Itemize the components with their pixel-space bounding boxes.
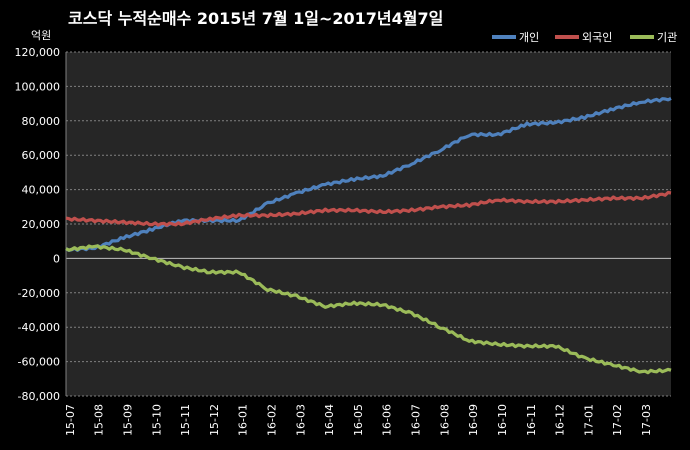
y-tick-label: 120,000 xyxy=(15,46,61,59)
y-tick-label: 100,000 xyxy=(15,80,61,93)
x-tick-label: 16-10 xyxy=(496,404,509,436)
x-tick-label: 16-02 xyxy=(266,404,279,436)
x-tick-label: 16-11 xyxy=(525,404,538,436)
legend: 개인 외국인 기관 xyxy=(492,31,677,44)
series-lines xyxy=(65,96,672,375)
x-tick-label: 16-12 xyxy=(554,404,567,436)
chart-title: 코스닥 누적순매수 2015년 7월 1일~2017년4월7일 xyxy=(68,9,443,28)
legend-label: 개인 xyxy=(519,31,539,44)
grid xyxy=(65,51,671,397)
x-tick-label: 16-08 xyxy=(438,404,451,436)
x-tick-label: 16-05 xyxy=(352,404,365,436)
x-tick-label: 16-09 xyxy=(467,404,480,436)
series-line xyxy=(65,244,672,375)
y-axis: 120,000 100,000 80,000 60,000 40,000 20,000 0 -… xyxy=(15,46,61,403)
y-tick-label: 0 xyxy=(53,252,60,265)
x-tick-label: 17-01 xyxy=(582,404,595,436)
x-tick-label: 16-03 xyxy=(294,404,307,436)
x-axis: 15-07 15-08 15-09 15-10 15-11 15-12 16-01 16-02… xyxy=(64,404,653,436)
y-tick-label: -80,000 xyxy=(18,390,60,403)
y-axis-unit-label: 억원 xyxy=(31,29,51,42)
x-tick-label: 17-02 xyxy=(611,404,624,436)
y-tick-label: -60,000 xyxy=(18,356,60,369)
y-tick-label: 40,000 xyxy=(22,184,61,197)
x-tick-label: 15-09 xyxy=(121,404,134,436)
x-tick-label: 16-06 xyxy=(381,404,394,436)
y-tick-label: -40,000 xyxy=(18,321,60,334)
x-tick-label: 15-07 xyxy=(64,404,77,436)
legend-label: 기관 xyxy=(657,31,677,44)
series-line xyxy=(65,190,672,227)
x-tick-label: 16-04 xyxy=(323,404,336,436)
x-tick-label: 16-01 xyxy=(237,404,250,436)
x-tick-label: 15-11 xyxy=(179,404,192,436)
y-tick-label: -20,000 xyxy=(18,287,60,300)
y-tick-label: 20,000 xyxy=(22,218,61,231)
y-tick-label: 80,000 xyxy=(22,115,61,128)
x-tick-label: 15-08 xyxy=(93,404,106,436)
x-tick-label: 15-10 xyxy=(150,404,163,436)
x-tick-label: 15-12 xyxy=(208,404,221,436)
x-tick-label: 16-07 xyxy=(410,404,423,436)
x-tick-label: 17-03 xyxy=(640,404,653,436)
y-tick-label: 60,000 xyxy=(22,149,61,162)
legend-label: 외국인 xyxy=(582,31,612,44)
